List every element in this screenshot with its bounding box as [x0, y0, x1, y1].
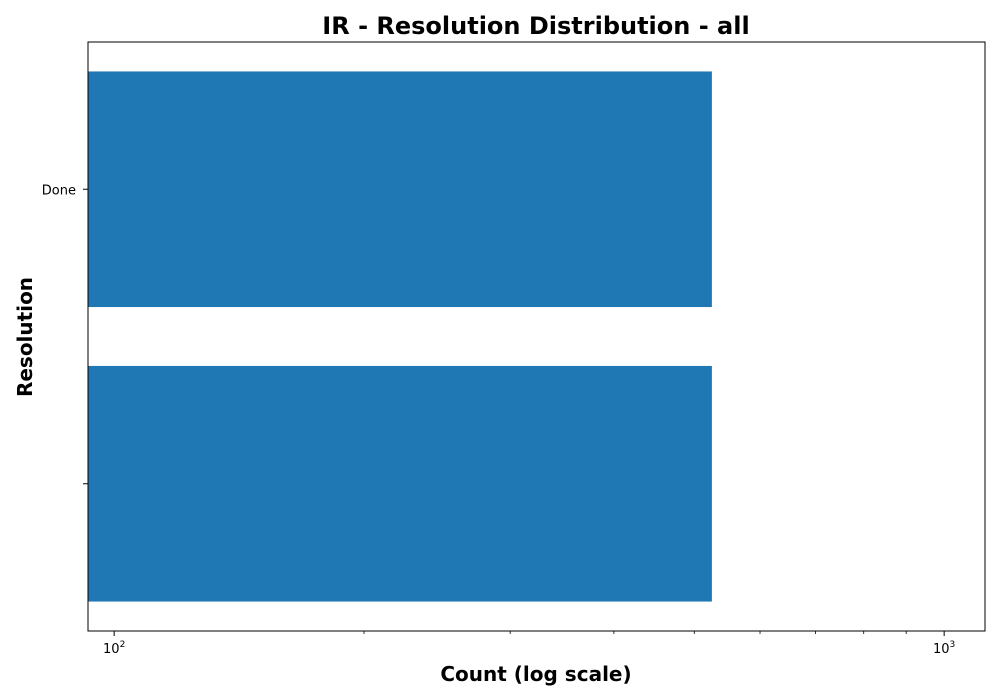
plot-frame: [87, 41, 986, 632]
x-tick-label: 102: [103, 640, 125, 657]
x-axis-label: Count (log scale): [440, 662, 631, 686]
y-axis-label: Resolution: [13, 277, 37, 397]
plot-area: Done 102 103: [42, 41, 986, 657]
bar: [88, 71, 712, 308]
chart-title: IR - Resolution Distribution - all: [322, 12, 749, 40]
y-tick-label: Done: [42, 183, 76, 198]
x-tick-label: 103: [933, 640, 955, 657]
bar: [88, 365, 712, 602]
